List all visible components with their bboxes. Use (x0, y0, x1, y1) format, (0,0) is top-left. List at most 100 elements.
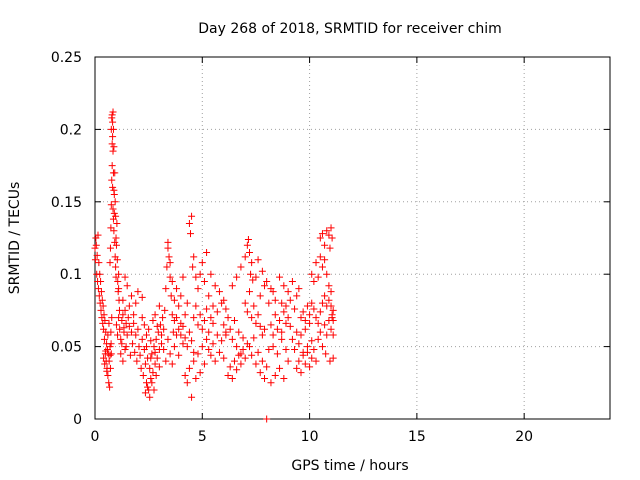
data-point (106, 259, 114, 267)
data-point (93, 251, 101, 259)
data-point (108, 162, 116, 170)
data-point (105, 379, 113, 387)
data-point (329, 306, 337, 314)
data-point (122, 319, 130, 327)
data-point (230, 357, 238, 365)
data-point (194, 350, 202, 358)
data-point (306, 311, 314, 319)
data-point (316, 234, 324, 242)
data-point (325, 282, 333, 290)
data-point (114, 277, 122, 285)
data-point (100, 311, 108, 319)
data-point (209, 302, 217, 310)
data-point (258, 331, 266, 339)
data-point (200, 360, 208, 368)
x-axis-label: GPS time / hours (291, 458, 408, 474)
data-point (325, 231, 333, 239)
data-point (321, 321, 329, 329)
data-point (116, 325, 124, 333)
data-point (263, 415, 271, 423)
data-point (150, 386, 158, 394)
data-point (107, 350, 115, 358)
data-point (118, 340, 126, 348)
data-point (220, 321, 228, 329)
data-point (326, 357, 334, 365)
data-point (316, 253, 324, 261)
y-tick-label: 0.2 (60, 122, 82, 138)
data-point (276, 317, 284, 325)
data-point (261, 282, 269, 290)
data-point (327, 288, 335, 296)
data-point (119, 296, 127, 304)
data-point (144, 383, 152, 391)
data-point (138, 293, 146, 301)
data-point (209, 340, 217, 348)
data-point (155, 363, 163, 371)
data-point (190, 314, 198, 322)
data-point (138, 314, 146, 322)
data-point (233, 366, 241, 374)
data-point (306, 319, 314, 327)
data-point (314, 335, 322, 343)
data-point (151, 360, 159, 368)
data-point (130, 319, 138, 327)
data-point (105, 319, 113, 327)
data-point (155, 302, 163, 310)
data-point (321, 256, 329, 264)
data-point (181, 334, 189, 342)
data-point (258, 357, 266, 365)
data-point (183, 299, 191, 307)
data-point (327, 224, 335, 232)
data-point (166, 350, 174, 358)
data-point (308, 299, 316, 307)
data-point (239, 334, 247, 342)
data-point (138, 335, 146, 343)
data-point (310, 277, 318, 285)
data-point (129, 340, 137, 348)
data-point (200, 277, 208, 285)
data-point (211, 357, 219, 365)
data-point (301, 325, 309, 333)
data-point (108, 176, 116, 184)
data-point (190, 357, 198, 365)
data-point (288, 277, 296, 285)
data-point (185, 328, 193, 336)
data-point (143, 343, 150, 351)
data-point (286, 296, 294, 304)
data-point (263, 277, 271, 285)
data-point (243, 241, 251, 249)
x-tick-label: 0 (91, 429, 100, 445)
data-point (323, 227, 331, 235)
data-point (192, 374, 200, 382)
data-point (163, 263, 171, 271)
data-point (96, 270, 104, 278)
data-point (110, 186, 118, 194)
data-point (99, 302, 107, 310)
data-point (114, 331, 122, 339)
data-point (106, 244, 114, 252)
data-point (110, 143, 118, 151)
data-point (151, 311, 159, 319)
data-point (164, 335, 172, 343)
data-point (263, 363, 271, 371)
data-point (177, 292, 185, 300)
data-point (215, 288, 223, 296)
data-point (258, 267, 266, 275)
data-point (209, 319, 217, 327)
data-point (109, 169, 117, 177)
data-point (164, 238, 172, 246)
y-tick-label: 0.15 (51, 195, 82, 211)
data-point (95, 292, 103, 300)
data-point (261, 374, 269, 382)
data-point (250, 302, 258, 310)
data-point (246, 343, 253, 351)
data-point (284, 314, 292, 322)
data-point (328, 234, 336, 242)
data-point (146, 364, 154, 372)
data-point (170, 296, 178, 304)
data-point (261, 325, 269, 333)
data-point (125, 302, 133, 310)
data-point (183, 343, 191, 351)
data-point (103, 367, 111, 375)
data-point (282, 345, 290, 353)
